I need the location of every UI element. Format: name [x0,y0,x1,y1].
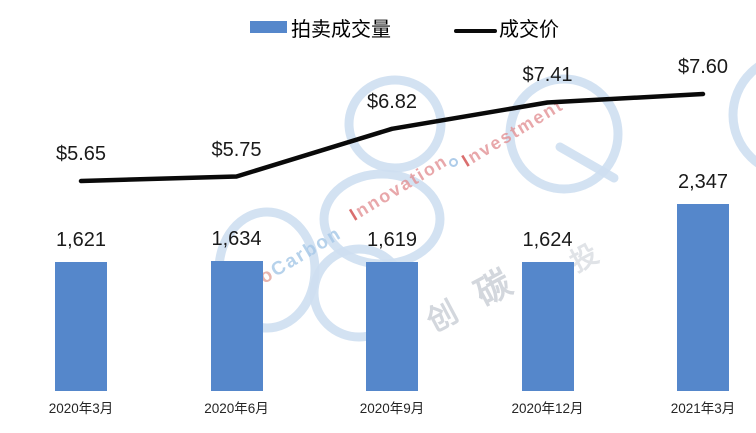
bar-value-label: 1,634 [211,227,262,250]
legend-line-label: 成交价 [499,19,559,41]
bar [366,262,418,391]
legend-bar-swatch [250,21,287,33]
bar [210,260,263,391]
price-value-label: $7.60 [677,56,729,78]
legend-line-swatch [454,29,497,33]
bar-value-label: 1,619 [366,229,418,251]
x-axis-label: 2020年12月 [511,401,584,416]
x-axis-label: 2020年6月 [204,401,269,416]
x-axis-label: 2020年9月 [359,401,425,416]
bar-value-label: 2,347 [677,171,729,193]
bar-value-label: 1,621 [55,228,107,251]
x-axis-label: 2021年3月 [670,401,736,416]
legend-bar-label: 拍卖成交量 [291,19,391,41]
bar [677,204,729,391]
chart-legend: 拍卖成交量 成交价 [0,0,756,50]
watermark-ring [728,62,756,168]
price-value-label: $5.65 [55,143,107,165]
bar [55,261,107,391]
price-value-label: $7.41 [522,64,573,87]
price-value-label: $5.75 [211,138,262,161]
bar-value-label: 1,624 [522,228,573,251]
x-axis-label: 2020年3月 [48,401,114,416]
bar [521,261,574,391]
price-value-label: $6.82 [366,90,418,113]
